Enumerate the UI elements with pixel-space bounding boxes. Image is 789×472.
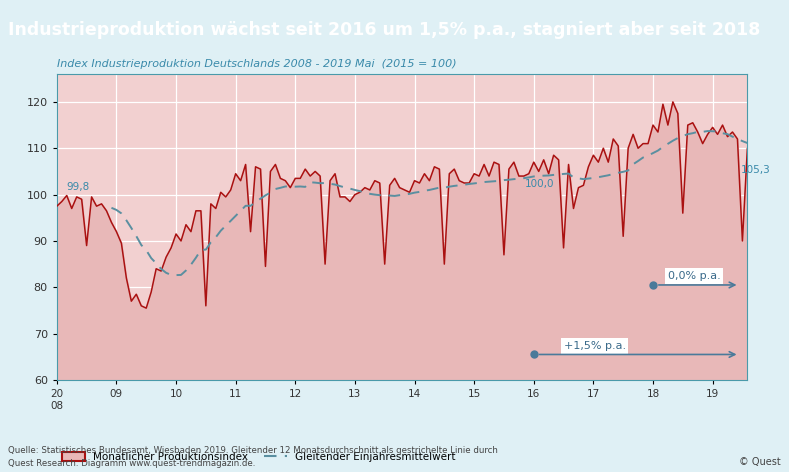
Text: © Quest: © Quest — [739, 457, 781, 467]
Text: +1,5% p.a.: +1,5% p.a. — [563, 341, 626, 351]
Text: Index Industrieproduktion Deutschlands 2008 - 2019 Mai  (2015 = 100): Index Industrieproduktion Deutschlands 2… — [57, 59, 456, 69]
Text: 99,8: 99,8 — [67, 182, 90, 192]
Text: 100,0: 100,0 — [525, 179, 555, 189]
Text: Quelle: Statistisches Bundesamt, Wiesbaden 2019. Gleitender 12 Monatsdurchschnit: Quelle: Statistisches Bundesamt, Wiesbad… — [8, 446, 498, 468]
Legend: Monatlicher Produktionsindex, Gleitender Einjahresmittelwert: Monatlicher Produktionsindex, Gleitender… — [62, 452, 455, 462]
Text: Industrieproduktion wächst seit 2016 um 1,5% p.a., stagniert aber seit 2018: Industrieproduktion wächst seit 2016 um … — [8, 21, 761, 39]
Text: 105,3: 105,3 — [741, 165, 770, 175]
Text: 0,0% p.a.: 0,0% p.a. — [668, 271, 720, 281]
